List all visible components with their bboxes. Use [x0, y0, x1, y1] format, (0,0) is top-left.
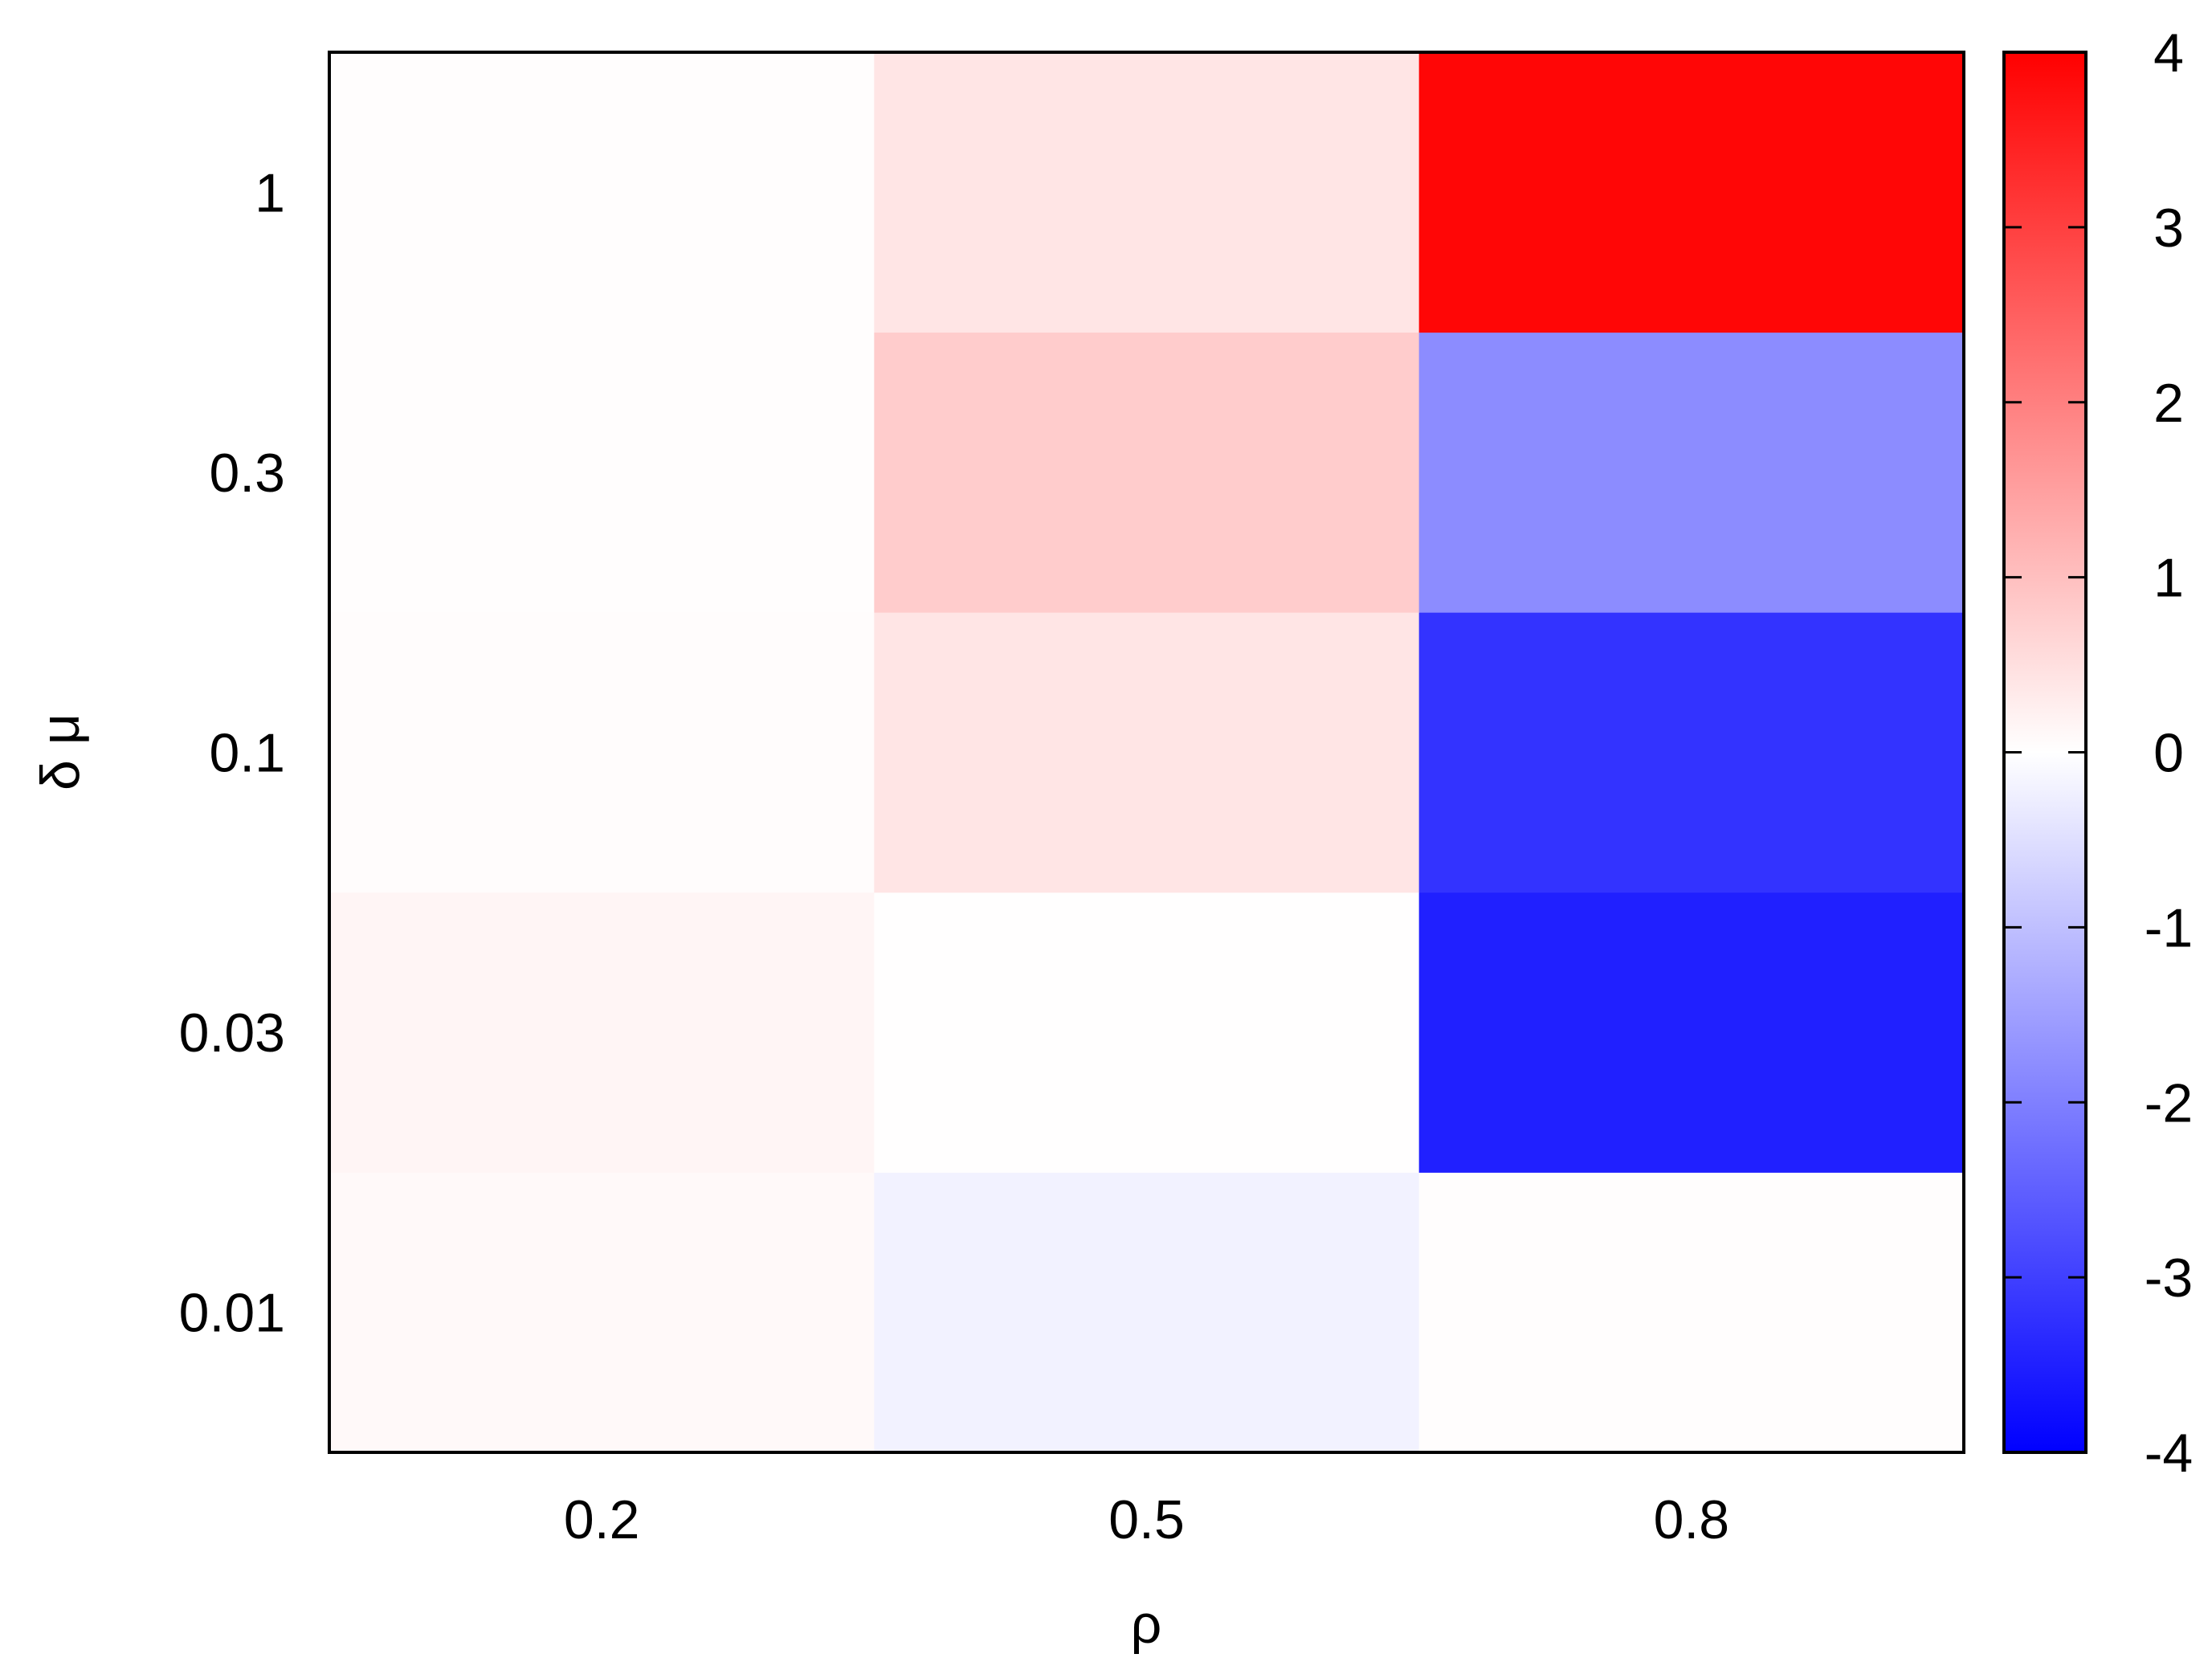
- heatmap-cell: [1418, 332, 1965, 613]
- y-tick-labels: 0.01 0.03 0.1 0.3 1: [179, 162, 285, 1343]
- y-tick-label: 1: [255, 162, 285, 223]
- colorbar-tick-label: 3: [2153, 198, 2184, 259]
- heatmap-cell: [874, 1172, 1420, 1453]
- colorbar-tick-label: 1: [2153, 548, 2184, 609]
- heatmap-cell: [329, 52, 875, 333]
- colorbar-tick-label: 0: [2153, 723, 2184, 784]
- y-tick-label: 0.1: [209, 723, 285, 784]
- heatmap-cell: [874, 892, 1420, 1173]
- y-tick-label: 0.03: [179, 1003, 285, 1064]
- heatmap-cells: [329, 52, 1965, 1453]
- colorbar-tick-label: -4: [2145, 1423, 2193, 1484]
- x-tick-label: 0.8: [1654, 1489, 1730, 1550]
- colorbar-frame: [2002, 51, 2088, 1454]
- heatmap-cell: [874, 612, 1420, 893]
- colorbar-tick-label: -1: [2145, 897, 2193, 958]
- heatmap-cell: [1418, 612, 1965, 893]
- heatmap-cell: [874, 52, 1420, 333]
- y-tick-label: 0.01: [179, 1283, 285, 1344]
- x-tick-label: 0.2: [564, 1489, 640, 1550]
- heatmap-cell: [1418, 1172, 1965, 1453]
- colorbar-ticks: 4 3 2 1 0 -1 -2 -3 -4: [2004, 22, 2193, 1484]
- heatmap-cell: [329, 1172, 875, 1453]
- x-axis-label: ρ: [1131, 1594, 1162, 1655]
- y-tick-label: 0.3: [209, 443, 285, 504]
- colorbar-tick-label: 4: [2153, 22, 2184, 84]
- heatmap-cell: [1418, 892, 1965, 1173]
- heatmap-cell: [329, 612, 875, 893]
- colorbar-tick-label: -3: [2145, 1248, 2193, 1309]
- heatmap-cell: [874, 332, 1420, 613]
- heatmap-cell: [329, 892, 875, 1173]
- heatmap-cell: [329, 332, 875, 613]
- colorbar-tick-label: -2: [2145, 1072, 2193, 1133]
- x-tick-label: 0.5: [1108, 1489, 1185, 1550]
- plot-frame: [328, 51, 1965, 1454]
- colorbar-tick-label: 2: [2153, 373, 2184, 434]
- x-tick-labels: 0.2 0.5 0.8: [564, 1489, 1729, 1550]
- y-axis-label: δ μ: [30, 713, 91, 790]
- heatmap-cell: [1418, 52, 1965, 333]
